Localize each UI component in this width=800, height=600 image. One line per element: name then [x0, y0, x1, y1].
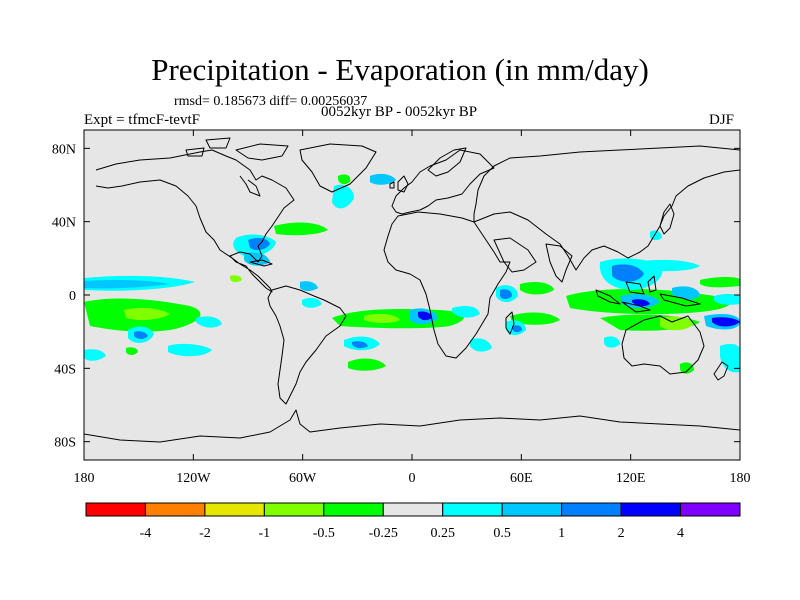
coast-hudson-bay: [239, 175, 261, 197]
colorbar-label: -0.5: [313, 526, 335, 541]
colorbar-swatch: [382, 502, 444, 517]
coast-africa: [383, 211, 511, 359]
coast-india: [545, 243, 573, 283]
colorbar: -4 -2 -1 -0.5 -0.25 0.25 0.5 1 2 4: [85, 502, 741, 541]
colorbar-swatch: [442, 502, 503, 517]
lon-tick-label: 60E: [510, 471, 533, 486]
coast-new-zealand: [713, 361, 729, 381]
lat-tick-label: 80N: [52, 142, 76, 157]
lon-tick-label: 180: [730, 471, 751, 486]
lon-tick-label: 120W: [176, 471, 211, 486]
coast-british-isles: [389, 175, 409, 193]
experiment-label: Expt = tfmcF-tevtF: [84, 112, 200, 128]
season-label: DJF: [709, 112, 735, 128]
contour-east-pacific-eq: [84, 275, 195, 291]
coastlines: [84, 137, 740, 443]
colorbar-swatch: [204, 502, 265, 517]
longitude-axis: 180 120W 60W 0 60E 120E 180: [74, 130, 751, 486]
lat-tick-label: 40S: [54, 362, 76, 377]
coast-canadian-arctic: [185, 137, 289, 161]
lon-tick-label: 180: [74, 471, 95, 486]
lon-tick-label: 120E: [616, 471, 646, 486]
colorbar-label: 4: [677, 526, 684, 541]
lon-tick-label: 60W: [289, 471, 317, 486]
coast-japan: [659, 203, 675, 235]
contour-indian-ocean: [470, 282, 560, 352]
contour-maritime-continent: [566, 230, 740, 374]
colorbar-label: -1: [259, 526, 271, 541]
colorbar-swatch: [501, 502, 563, 517]
coast-greenland: [299, 143, 377, 193]
coast-australia: [621, 315, 705, 375]
coast-scandinavia: [427, 147, 467, 177]
coast-indonesia: [595, 275, 701, 313]
colorbar-label: 0.25: [430, 526, 455, 541]
coast-madagascar: [505, 311, 515, 335]
colorbar-swatch: [561, 502, 622, 517]
lat-tick-label: 40N: [52, 216, 76, 231]
colorbar-label: 2: [618, 526, 625, 541]
lat-tick-label: 0: [69, 289, 76, 304]
contour-south-pacific-green: [84, 298, 222, 332]
colorbar-swatch: [323, 502, 384, 517]
lon-tick-label: 0: [409, 471, 416, 486]
colorbar-label: 1: [558, 526, 565, 541]
contour-north-atlantic: [230, 173, 396, 283]
coast-arabia: [493, 237, 537, 273]
coast-north-america: [95, 149, 295, 293]
rmsd-diff-stats: rmsd= 0.185673 diff= 0.00256037: [174, 94, 368, 109]
anomaly-contours: [84, 173, 740, 374]
colorbar-swatch: [85, 502, 146, 517]
coast-south-america: [267, 285, 347, 405]
map-panel: 80N 40N 0 40S 80S 180 120W 60W 0 60E 120E 180: [52, 129, 751, 486]
latitude-axis: 80N 40N 0 40S 80S: [52, 142, 740, 451]
coast-europe: [391, 149, 495, 215]
lat-tick-label: 80S: [54, 436, 76, 451]
colorbar-label: -2: [199, 526, 211, 541]
period-label: 0052kyr BP - 0052kyr BP: [321, 104, 478, 120]
colorbar-swatch: [263, 502, 325, 517]
colorbar-swatch: [680, 502, 741, 517]
colorbar-label: 0.5: [493, 526, 511, 541]
coast-cuba: [249, 259, 273, 267]
coast-antarctica: [84, 409, 740, 443]
contour-south-pacific-blue: [84, 326, 212, 361]
colorbar-label: -4: [140, 526, 152, 541]
plot-title: Precipitation - Evaporation (in mm/day): [151, 52, 649, 87]
colorbar-swatch: [620, 502, 682, 517]
coast-asia: [473, 145, 740, 271]
colorbar-label: -0.25: [369, 526, 398, 541]
colorbar-swatch: [144, 502, 206, 517]
